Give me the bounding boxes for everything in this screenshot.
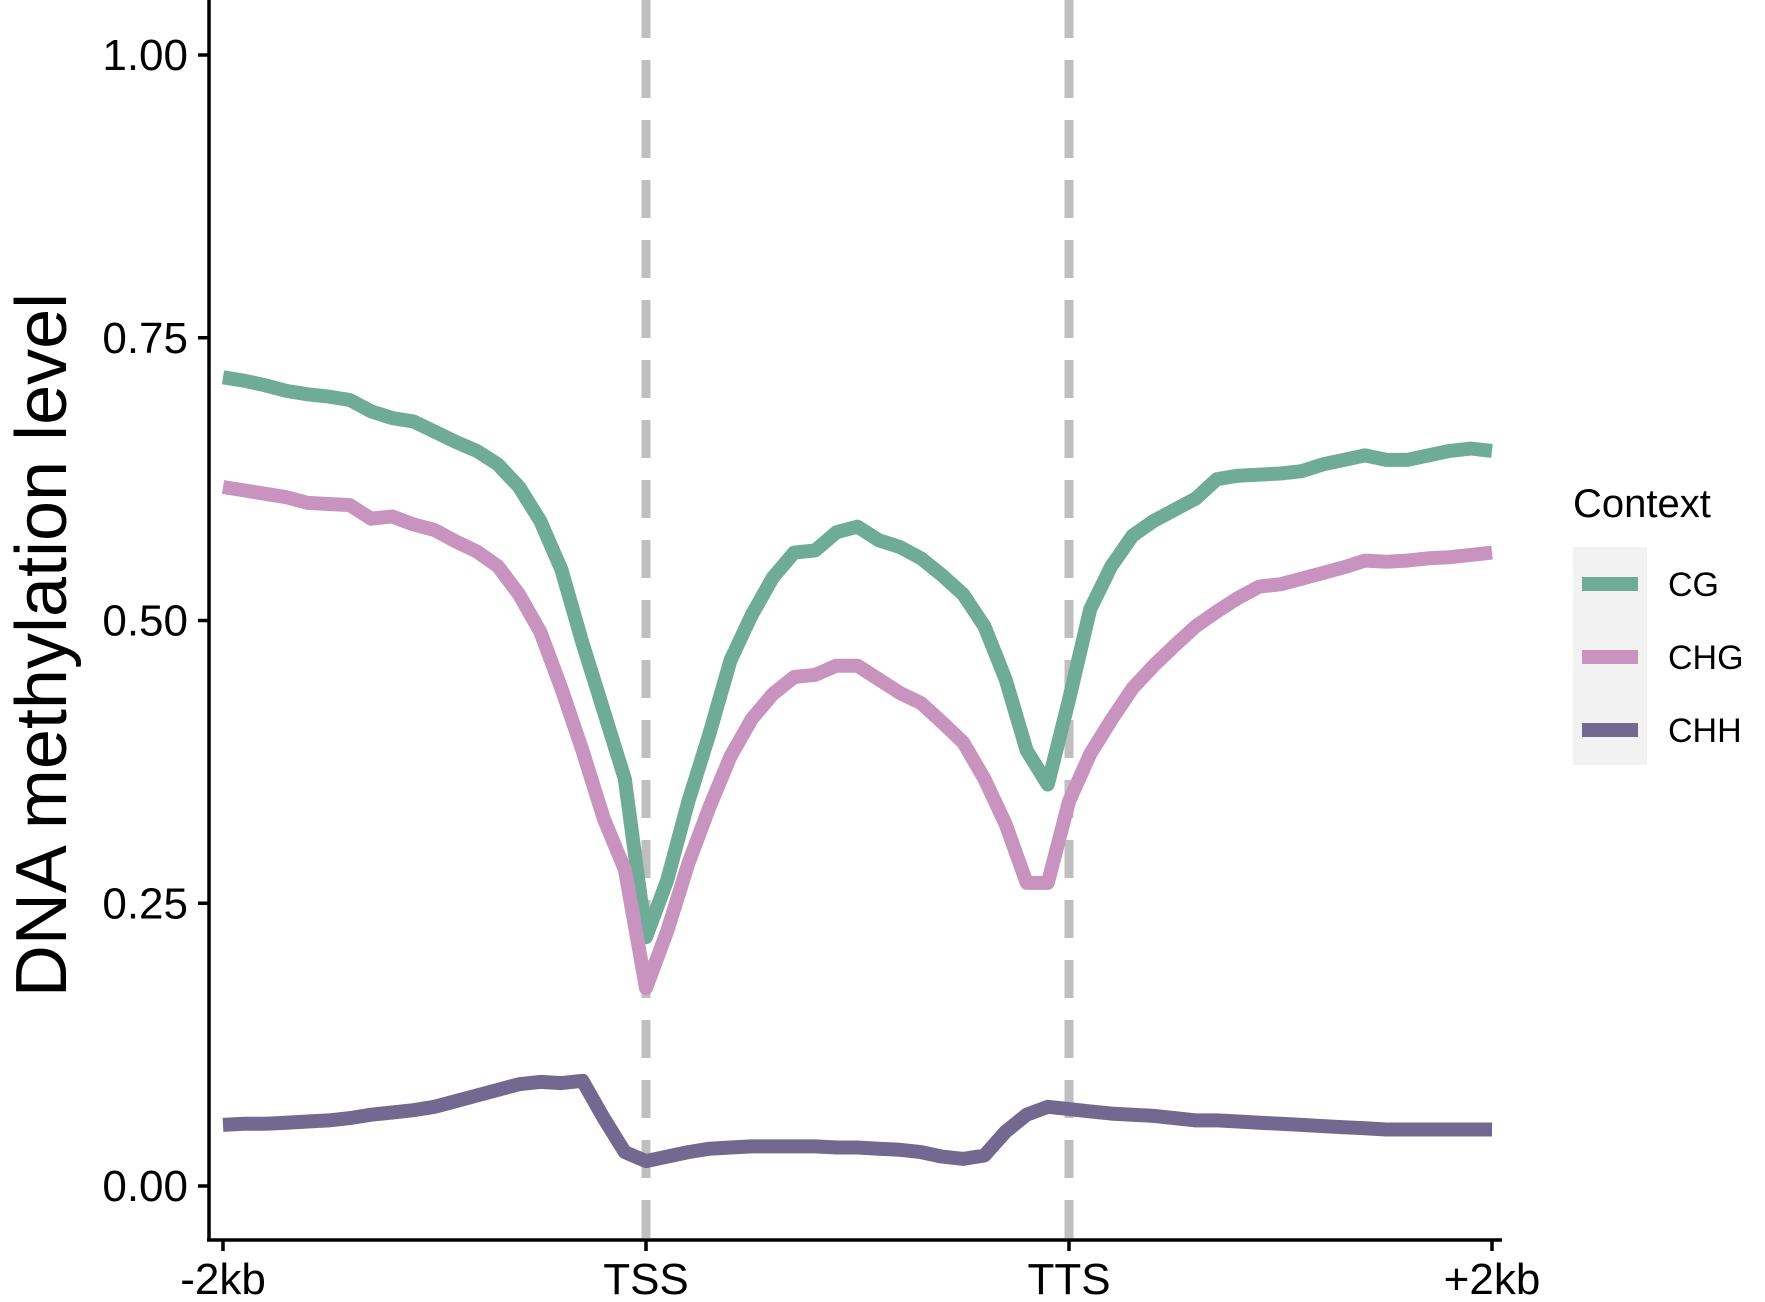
- y-tick-label: 0.75: [102, 314, 188, 363]
- axes: [207, 0, 1502, 1242]
- x-tick-label: TSS: [603, 1255, 689, 1302]
- legend: Context CG CHG CHH: [1573, 482, 1744, 765]
- series-line-chh: [222, 1073, 1492, 1169]
- y-tick-label: 1.00: [102, 31, 188, 80]
- legend-label-cg: CG: [1668, 566, 1719, 604]
- y-axis-title: DNA methylation level: [2, 293, 82, 997]
- series-line-cg: [221, 370, 1493, 945]
- x-tick-label: TTS: [1027, 1255, 1110, 1302]
- x-tick-label: -2kb: [180, 1255, 266, 1302]
- y-tick-label: 0.25: [102, 879, 188, 928]
- x-tick-label: +2kb: [1444, 1255, 1541, 1302]
- y-ticks: 0.00 0.25 0.50 0.75 1.00: [102, 31, 209, 1211]
- legend-label-chg: CHG: [1668, 639, 1744, 677]
- y-tick-label: 0.00: [102, 1162, 188, 1211]
- legend-title: Context: [1573, 482, 1711, 526]
- series-line-chg: [221, 480, 1493, 996]
- x-ticks: -2kb TSS TTS +2kb: [180, 1240, 1540, 1302]
- y-tick-label: 0.50: [102, 597, 188, 646]
- series-lines: [221, 370, 1493, 1169]
- reference-lines: [641, 0, 1074, 1240]
- legend-label-chh: CHH: [1668, 712, 1742, 750]
